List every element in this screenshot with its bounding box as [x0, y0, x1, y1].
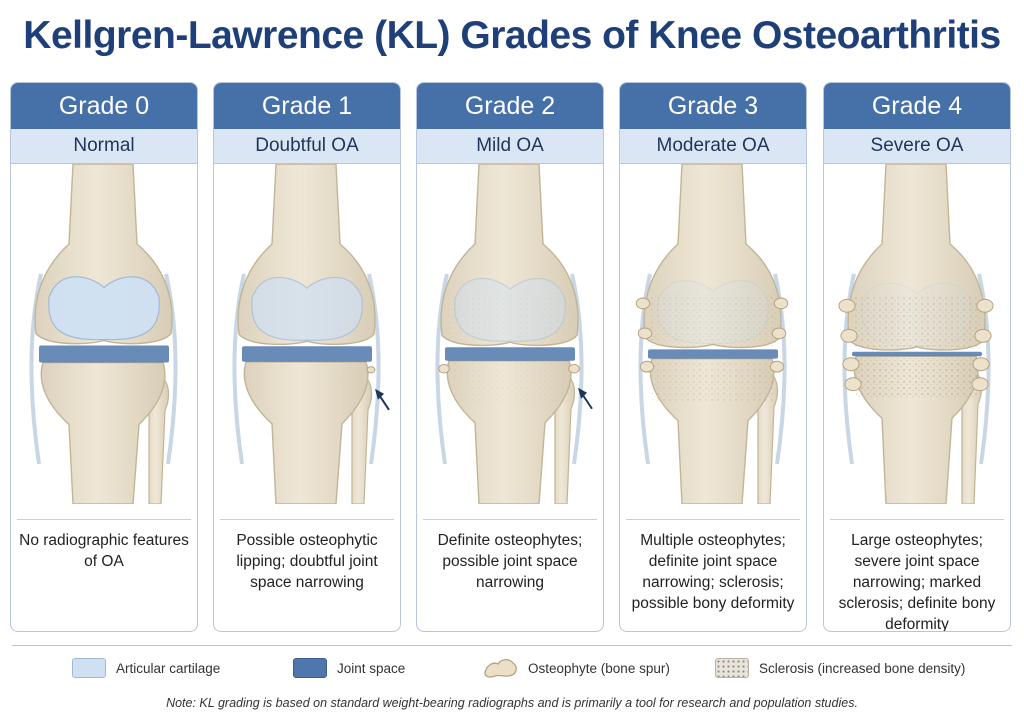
ligament — [570, 273, 584, 465]
grade-label: Severe OA — [824, 129, 1010, 164]
grade-panel: Grade 4 Severe OA Large osteophytes; sev… — [823, 82, 1011, 632]
ligament — [638, 273, 652, 465]
tibia-sclerosis — [856, 358, 978, 399]
sclerosis-swatch — [715, 658, 749, 678]
grade-heading: Grade 2 — [417, 83, 603, 129]
osteophyte — [771, 327, 787, 340]
grade-heading: Grade 4 — [824, 83, 1010, 129]
ligament — [232, 273, 246, 465]
grade-description: Possible osteophytic lipping; doubtful j… — [220, 519, 394, 593]
osteophyte — [842, 357, 860, 372]
legend-item-joint-space: Joint space — [293, 654, 405, 682]
grade-description: Multiple osteophytes; definite joint spa… — [626, 519, 800, 614]
grade-label: Doubtful OA — [214, 129, 400, 164]
grade-description: No radiographic features of OA — [17, 519, 191, 572]
grade-label: Moderate OA — [620, 129, 806, 164]
legend-item-osteophyte: Osteophyte (bone spur) — [482, 654, 670, 682]
osteophyte — [838, 298, 856, 313]
grade-description: Large osteophytes; severe joint space na… — [830, 519, 1004, 631]
pointer-arrowhead — [375, 388, 384, 400]
joint-space — [242, 346, 372, 362]
articular-cartilage — [48, 276, 160, 341]
knee-illustration — [232, 164, 390, 504]
ligament — [435, 273, 449, 465]
knee-illustration — [435, 164, 593, 504]
osteophyte — [635, 297, 651, 310]
grade-description: Definite osteophytes; possible joint spa… — [423, 519, 597, 593]
osteophyte — [639, 360, 655, 373]
legend-label: Sclerosis (increased bone density) — [759, 660, 966, 676]
joint-space — [852, 351, 982, 357]
joint-space-swatch — [293, 658, 327, 678]
knee-illustration — [635, 164, 789, 504]
legend-label: Articular cartilage — [116, 660, 221, 676]
osteophyte — [773, 297, 789, 310]
grade-heading: Grade 3 — [620, 83, 806, 129]
knee-illustration — [838, 164, 994, 504]
legend-divider — [12, 645, 1012, 646]
osteophyte — [769, 360, 785, 373]
articular-cartilage — [251, 276, 363, 341]
ligament — [29, 273, 43, 465]
femur-sclerosis — [650, 294, 776, 347]
joint-space — [39, 345, 169, 363]
grade-label: Mild OA — [417, 129, 603, 164]
joint-space — [445, 347, 575, 361]
legend-label: Joint space — [337, 660, 406, 676]
grade-panel: Grade 0 Normal No radiographic features … — [10, 82, 198, 632]
cartilage-swatch — [72, 658, 106, 678]
joint-space — [648, 349, 778, 359]
legend: Articular cartilage Joint space Osteophy… — [0, 654, 1024, 682]
grade-panels: Grade 0 Normal No radiographic features … — [10, 82, 1014, 634]
footnote: Note: KL grading is based on standard we… — [166, 696, 858, 710]
osteophyte — [974, 328, 992, 343]
grade-label: Normal — [11, 129, 197, 164]
grade-panel: Grade 3 Moderate OA Multiple osteophytes… — [619, 82, 807, 632]
tibia-sclerosis — [652, 360, 774, 401]
osteophyte — [637, 327, 653, 340]
osteophyte — [366, 366, 376, 374]
osteophyte — [568, 364, 580, 374]
legend-label: Osteophyte (bone spur) — [528, 660, 670, 676]
femur-sclerosis — [854, 296, 980, 349]
osteophyte — [840, 328, 858, 343]
grade-panel: Grade 1 Doubtful OA Possible osteophytic… — [213, 82, 401, 632]
tibia — [40, 361, 166, 504]
legend-item-sclerosis: Sclerosis (increased bone density) — [715, 654, 965, 682]
osteophyte — [844, 377, 862, 392]
ligament — [164, 273, 178, 465]
ligament — [367, 273, 381, 465]
osteophyte — [438, 364, 450, 374]
osteophyte-icon — [484, 659, 517, 678]
osteophyte — [971, 377, 989, 392]
osteophyte — [972, 357, 990, 372]
femur-sclerosis — [447, 292, 573, 345]
grade-heading: Grade 1 — [214, 83, 400, 129]
pointer-arrowhead — [578, 387, 587, 399]
page-title: Kellgren-Lawrence (KL) Grades of Knee Os… — [23, 14, 1001, 57]
tibia-sclerosis — [449, 362, 571, 403]
knee-illustration — [29, 164, 178, 504]
grade-panel: Grade 2 Mild OA Definite osteophytes; po… — [416, 82, 604, 632]
ligament — [773, 273, 787, 465]
osteophyte — [976, 298, 994, 313]
legend-item-cartilage: Articular cartilage — [72, 654, 220, 682]
tibia — [243, 361, 369, 504]
grade-heading: Grade 0 — [11, 83, 197, 129]
